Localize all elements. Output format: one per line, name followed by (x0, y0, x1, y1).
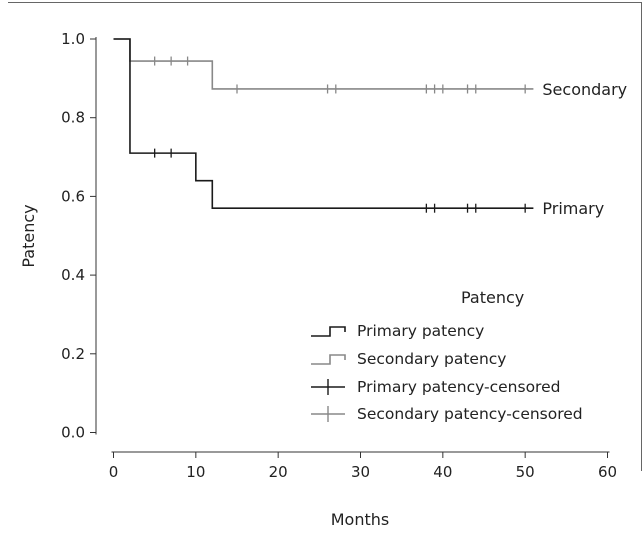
legend-label: Secondary patency (357, 350, 506, 368)
x-tick-label: 40 (433, 463, 452, 481)
legend-label: Secondary patency-censored (357, 405, 583, 423)
x-tick-label: 50 (516, 463, 535, 481)
y-tick-label: 0.4 (61, 266, 85, 284)
y-tick-label: 0.6 (61, 187, 85, 205)
x-tick-label: 30 (351, 463, 370, 481)
plot-area: Secondary Primary (113, 38, 627, 218)
axes: 0.0 0.2 0.4 0.6 0.8 1.0 0 10 20 30 40 50 60 (61, 30, 617, 481)
legend-label: Primary patency-censored (357, 378, 560, 396)
primary-curve (113, 38, 534, 210)
secondary-end-label: Secondary (542, 80, 627, 99)
y-axis-title: Patency (19, 204, 38, 267)
secondary-curve (113, 38, 534, 90)
y-tick-label: 0.8 (61, 109, 85, 127)
x-axis-title: Months (331, 510, 389, 529)
primary-end-label: Primary (542, 199, 604, 218)
x-tick-label: 10 (186, 463, 205, 481)
y-tick-label: 0.2 (61, 345, 85, 363)
legend-title: Patency (461, 288, 524, 307)
y-tick-label: 1.0 (61, 30, 85, 48)
x-tick-label: 0 (109, 463, 119, 481)
x-tick-label: 20 (269, 463, 288, 481)
legend-swatch-step (311, 354, 346, 365)
legend-swatch-step (311, 326, 346, 337)
legend-label: Primary patency (357, 322, 484, 340)
legend: Patency Primary patency Secondary patency… (311, 288, 583, 423)
y-tick-label: 0.0 (61, 424, 85, 442)
x-tick-label: 60 (598, 463, 617, 481)
